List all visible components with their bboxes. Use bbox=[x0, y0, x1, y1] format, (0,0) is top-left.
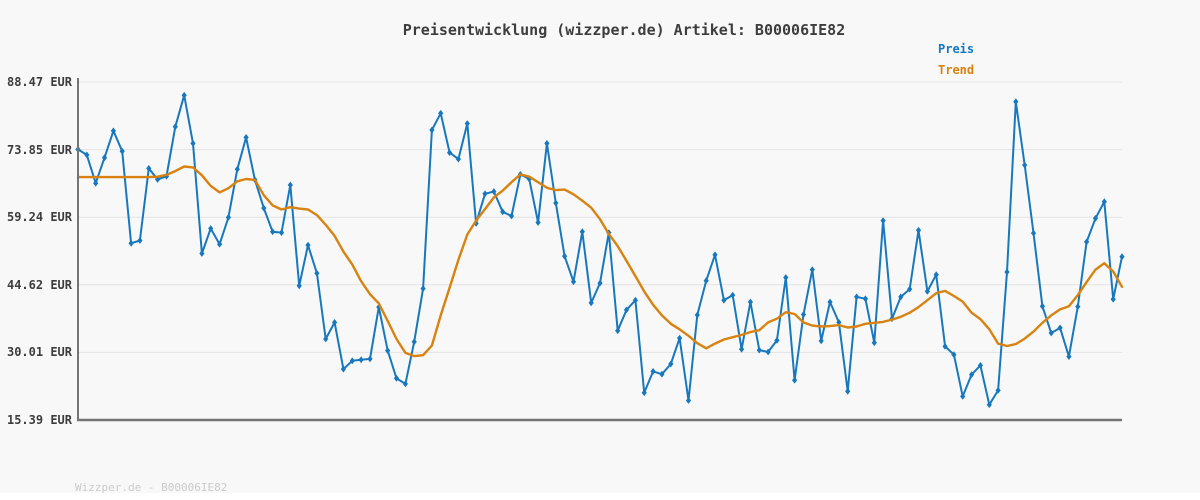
legend-item-preis: Preis bbox=[938, 42, 975, 56]
y-axis-tick-label: 15.39 EUR bbox=[6, 413, 72, 427]
y-axis-tick-label: 73.85 EUR bbox=[6, 142, 72, 157]
legend: Preis Trend bbox=[938, 39, 974, 81]
y-axis-tick-label: 88.47 EUR bbox=[6, 75, 72, 89]
legend-item-trend: Trend bbox=[938, 63, 975, 77]
chart-title: Preisentwicklung (wizzper.de) Artikel: B… bbox=[402, 21, 846, 39]
y-axis-tick-label: 44.62 EUR bbox=[6, 277, 72, 292]
bottom-strip bbox=[0, 493, 1200, 500]
footer-watermark: Wizzper.de - B00006IE82 bbox=[75, 481, 228, 494]
y-axis-tick-label: 30.01 EUR bbox=[6, 345, 72, 360]
y-axis-tick-label: 59.24 EUR bbox=[6, 210, 72, 225]
